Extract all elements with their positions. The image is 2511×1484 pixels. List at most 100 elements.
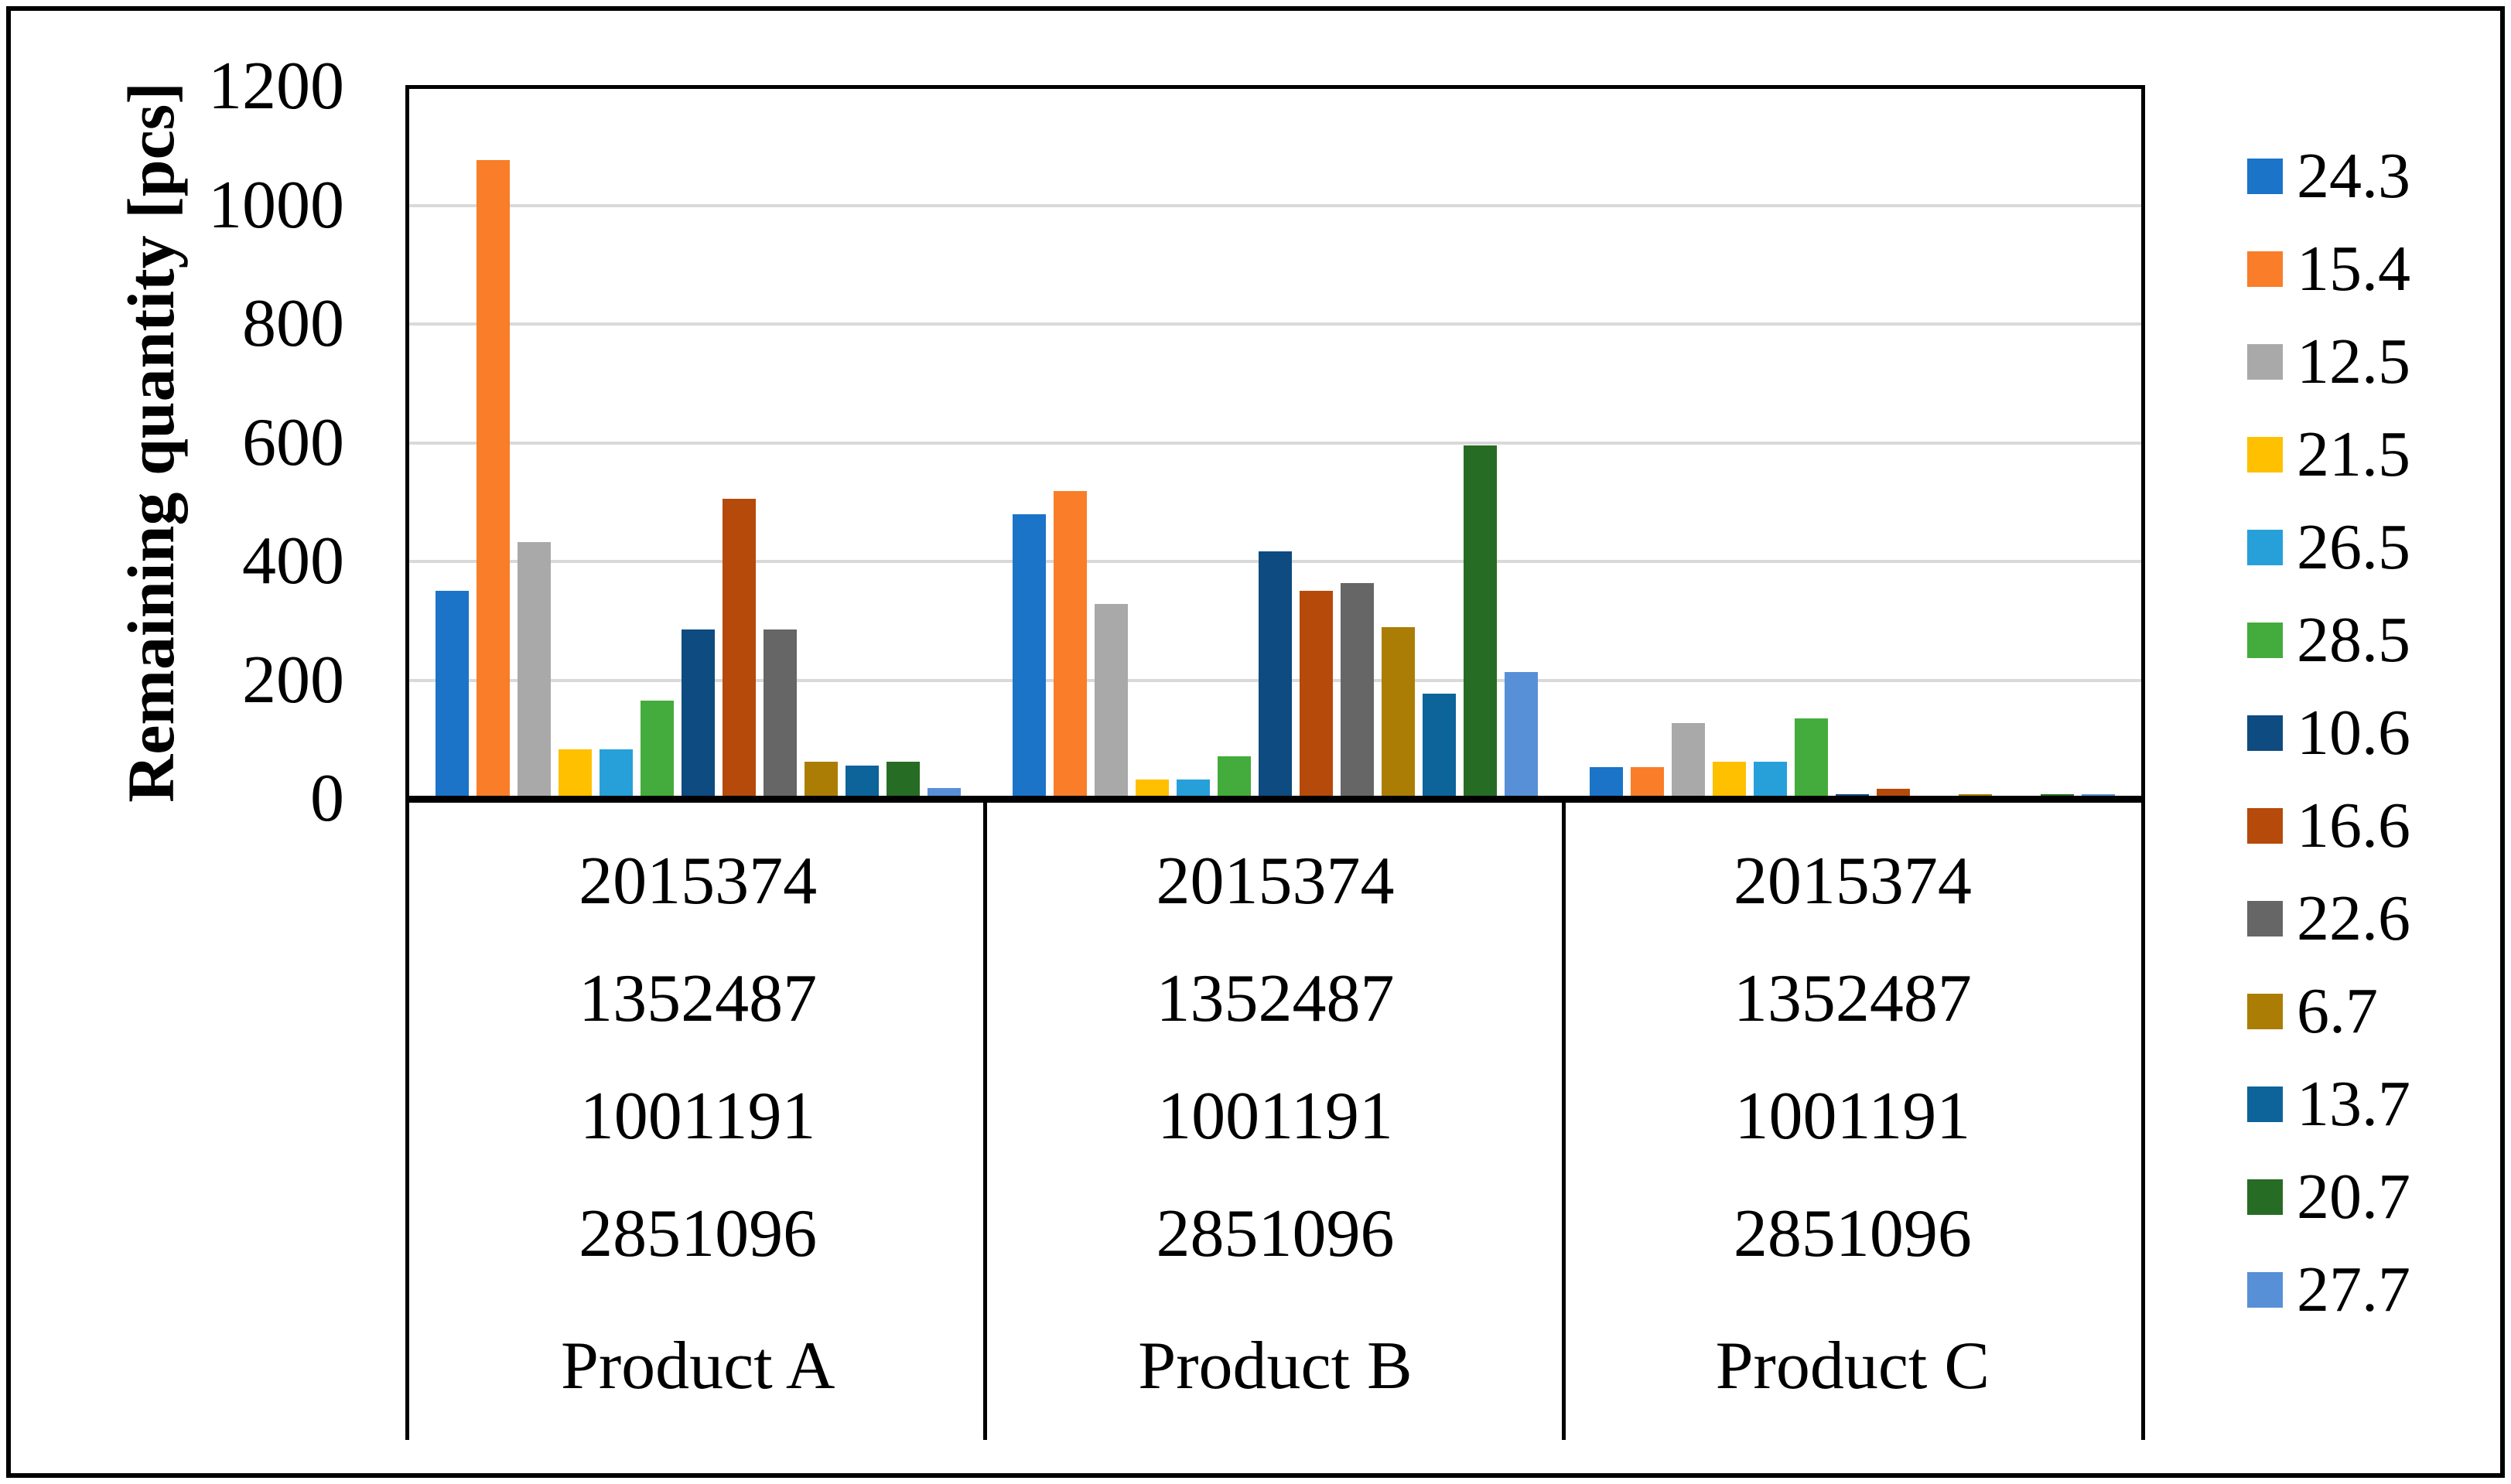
bar-series-28.5-product-b xyxy=(1217,756,1251,799)
bar-series-28.5-product-c xyxy=(1795,718,1829,799)
bar-series-26.5-product-c xyxy=(1754,762,1788,799)
gridline-1000 xyxy=(409,203,2141,207)
bar-series-22.6-product-b xyxy=(1340,582,1374,799)
y-tick-label: 400 xyxy=(242,524,344,599)
bar-series-16.6-product-a xyxy=(722,499,756,799)
y-axis-line xyxy=(405,85,409,1440)
bar-series-12.5-product-a xyxy=(517,541,551,799)
legend-label: 12.5 xyxy=(2297,326,2410,397)
legend-label: 22.6 xyxy=(2297,882,2410,954)
x-axis-sublabel: 1352487 xyxy=(579,960,818,1036)
y-tick-label: 800 xyxy=(242,286,344,361)
bar-series-22.6-product-a xyxy=(763,629,797,799)
y-tick-label: 200 xyxy=(242,642,344,718)
plot-area xyxy=(409,87,2141,799)
bar-series-26.5-product-a xyxy=(599,749,633,799)
bar-series-20.7-product-b xyxy=(1463,445,1497,799)
bar-group-product-c xyxy=(1564,87,2141,799)
bar-series-24.3-product-a xyxy=(435,591,469,799)
bar-series-20.7-product-a xyxy=(886,762,920,799)
gridline-800 xyxy=(409,322,2141,326)
legend-item-20.7: 20.7 xyxy=(2247,1151,2410,1243)
legend-label: 24.3 xyxy=(2297,140,2410,212)
legend-label: 16.6 xyxy=(2297,790,2410,861)
x-axis-sublabel: 1001191 xyxy=(1734,1078,1971,1154)
legend-item-21.5: 21.5 xyxy=(2247,408,2410,501)
legend-item-28.5: 28.5 xyxy=(2247,594,2410,687)
legend-label: 27.7 xyxy=(2297,1254,2410,1325)
bar-series-21.5-product-c xyxy=(1713,762,1747,799)
legend-label: 13.7 xyxy=(2297,1068,2410,1140)
legend-item-27.7: 27.7 xyxy=(2247,1243,2410,1336)
bar-series-13.7-product-b xyxy=(1422,694,1456,799)
x-axis-column-product-a: 2015374 1352487 1001191 2851096 Product A xyxy=(409,822,986,1439)
bar-series-26.5-product-b xyxy=(1176,779,1210,799)
legend-item-15.4: 15.4 xyxy=(2247,223,2410,316)
bar-series-24.3-product-b xyxy=(1012,513,1046,799)
category-divider-a-b xyxy=(983,800,987,1440)
x-axis-product-label: Product B xyxy=(1138,1328,1413,1404)
legend-item-6.7: 6.7 xyxy=(2247,965,2410,1058)
x-axis-sublabel: 1001191 xyxy=(579,1078,816,1154)
bar-series-27.7-product-b xyxy=(1504,671,1538,799)
legend-item-26.5: 26.5 xyxy=(2247,501,2410,594)
x-axis-sublabel: 1352487 xyxy=(1156,960,1395,1036)
bar-series-12.5-product-c xyxy=(1672,722,1706,799)
legend-swatch-icon xyxy=(2247,994,2283,1029)
legend-item-12.5: 12.5 xyxy=(2247,316,2410,408)
plot-border-right xyxy=(2141,85,2145,1440)
x-axis-sublabel: 2015374 xyxy=(1733,843,1972,919)
x-axis-sublabel: 2851096 xyxy=(579,1196,818,1271)
legend-swatch-icon xyxy=(2247,1272,2283,1308)
legend-label: 10.6 xyxy=(2297,697,2410,769)
bar-series-21.5-product-a xyxy=(558,749,592,799)
plot-border-top xyxy=(405,85,2145,89)
legend: 24.3 15.4 12.5 21.5 26.5 28.5 10.6 16.6 22.6 6.7 1… xyxy=(2247,130,2410,1336)
legend-item-13.7: 13.7 xyxy=(2247,1058,2410,1151)
x-axis-sublabel: 2851096 xyxy=(1733,1196,1972,1271)
bar-series-16.6-product-b xyxy=(1299,591,1333,799)
legend-swatch-icon xyxy=(2247,159,2283,194)
bar-series-28.5-product-a xyxy=(640,700,674,799)
bar-series-6.7-product-a xyxy=(804,762,838,799)
x-axis-product-label: Product C xyxy=(1715,1328,1990,1404)
legend-item-24.3: 24.3 xyxy=(2247,130,2410,223)
bar-group-product-a xyxy=(409,87,986,799)
category-divider-b-c xyxy=(1562,800,1566,1440)
legend-swatch-icon xyxy=(2247,715,2283,751)
legend-swatch-icon xyxy=(2247,344,2283,380)
x-axis-sublabel: 1352487 xyxy=(1733,960,1972,1036)
x-axis-sublabel: 2851096 xyxy=(1156,1196,1395,1271)
x-axis-line xyxy=(405,796,2145,803)
legend-swatch-icon xyxy=(2247,901,2283,936)
legend-swatch-icon xyxy=(2247,530,2283,565)
x-axis-sublabel: 2015374 xyxy=(579,843,818,919)
legend-item-22.6: 22.6 xyxy=(2247,872,2410,965)
x-axis-column-product-b: 2015374 1352487 1001191 2851096 Product B xyxy=(986,822,1563,1439)
bar-series-24.3-product-c xyxy=(1590,767,1624,799)
bar-series-15.4-product-c xyxy=(1631,767,1665,799)
x-axis-sublabel: 2015374 xyxy=(1156,843,1395,919)
legend-label: 21.5 xyxy=(2297,418,2410,490)
legend-swatch-icon xyxy=(2247,1087,2283,1122)
legend-swatch-icon xyxy=(2247,808,2283,844)
y-tick-label: 1000 xyxy=(208,167,344,243)
legend-label: 20.7 xyxy=(2297,1161,2410,1233)
bar-series-21.5-product-b xyxy=(1135,780,1169,799)
legend-label: 26.5 xyxy=(2297,511,2410,583)
legend-label: 28.5 xyxy=(2297,604,2410,676)
bar-series-6.7-product-b xyxy=(1381,627,1415,799)
gridline-600 xyxy=(409,441,2141,445)
legend-item-16.6: 16.6 xyxy=(2247,780,2410,872)
x-axis-sublabel: 1001191 xyxy=(1157,1078,1393,1154)
legend-label: 15.4 xyxy=(2297,233,2410,305)
x-axis-column-product-c: 2015374 1352487 1001191 2851096 Product C xyxy=(1564,822,2141,1439)
legend-swatch-icon xyxy=(2247,1179,2283,1215)
bar-series-12.5-product-b xyxy=(1094,604,1128,799)
bar-series-15.4-product-a xyxy=(476,160,510,799)
legend-item-10.6: 10.6 xyxy=(2247,687,2410,780)
bar-series-10.6-product-b xyxy=(1258,551,1292,799)
y-tick-label: 600 xyxy=(242,404,344,480)
legend-swatch-icon xyxy=(2247,623,2283,658)
